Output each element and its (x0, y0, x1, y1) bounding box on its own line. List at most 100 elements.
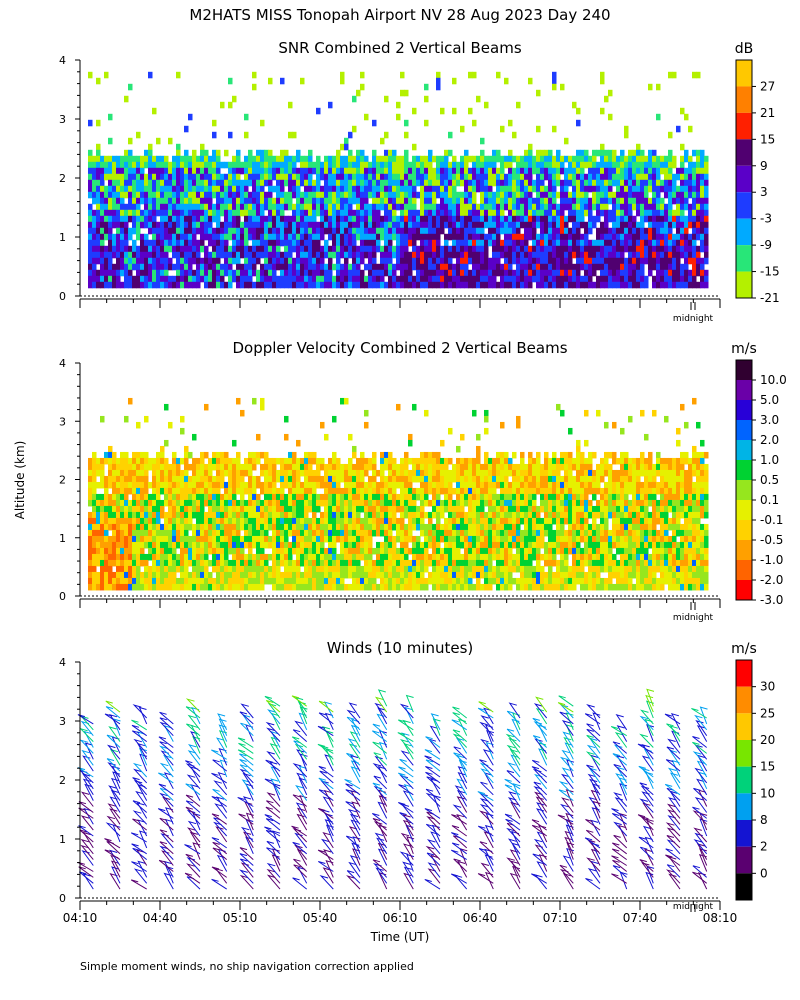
heatmap-cell (692, 221, 697, 229)
heatmap-cell (316, 185, 321, 193)
heatmap-cell (612, 263, 617, 271)
heatmap-cell (212, 203, 217, 211)
heatmap-cell (180, 269, 185, 277)
heatmap-cell (520, 239, 525, 247)
heatmap-cell (204, 251, 209, 259)
heatmap-cell (172, 215, 177, 223)
heatmap-cell (240, 553, 245, 561)
heatmap-cell (628, 209, 633, 217)
heatmap-cell (648, 269, 653, 277)
heatmap-cell (368, 281, 373, 289)
heatmap-cell (216, 257, 221, 265)
heatmap-cell (688, 209, 693, 217)
heatmap-cell (340, 499, 345, 507)
heatmap-cell (488, 173, 493, 181)
heatmap-cell (328, 547, 333, 555)
heatmap-cell (584, 257, 589, 265)
heatmap-cell (272, 523, 277, 531)
heatmap-cell (360, 149, 365, 157)
heatmap-cell (388, 269, 393, 277)
heatmap-cell (344, 559, 349, 567)
heatmap-cell (324, 505, 329, 513)
heatmap-cell (244, 161, 249, 169)
heatmap-cell (328, 101, 333, 109)
heatmap-cell (320, 245, 325, 253)
heatmap-cell (284, 257, 289, 265)
heatmap-cell (596, 251, 601, 259)
heatmap-cell (352, 185, 357, 193)
heatmap-cell (316, 505, 321, 513)
heatmap-cell (216, 209, 221, 217)
heatmap-cell (132, 161, 137, 169)
heatmap-cell (640, 239, 645, 247)
heatmap-cell (364, 167, 369, 175)
heatmap-cell (308, 281, 313, 289)
heatmap-cell (196, 583, 201, 591)
heatmap-cell (276, 583, 281, 591)
heatmap-cell (440, 173, 445, 181)
heatmap-cell (556, 275, 561, 283)
heatmap-cell (500, 251, 505, 259)
heatmap-cell (180, 529, 185, 537)
heatmap-cell (688, 125, 693, 133)
heatmap-cell (288, 487, 293, 495)
heatmap-cell (500, 179, 505, 187)
heatmap-cell (464, 257, 469, 265)
heatmap-cell (200, 257, 205, 265)
heatmap-cell (288, 185, 293, 193)
heatmap-cell (684, 239, 689, 247)
heatmap-cell (604, 203, 609, 211)
heatmap-cell (296, 553, 301, 561)
heatmap-cell (392, 191, 397, 199)
heatmap-cell (152, 257, 157, 265)
heatmap-cell (192, 221, 197, 229)
heatmap-cell (176, 233, 181, 241)
heatmap-cell (252, 487, 257, 495)
heatmap-cell (352, 517, 357, 525)
heatmap-cell (696, 221, 701, 229)
heatmap-cell (180, 493, 185, 501)
heatmap-cell (304, 269, 309, 277)
heatmap-cell (364, 209, 369, 217)
heatmap-cell (416, 161, 421, 169)
heatmap-cell (184, 517, 189, 525)
heatmap-cell (176, 71, 181, 79)
heatmap-cell (348, 469, 353, 477)
heatmap-cell (380, 203, 385, 211)
heatmap-cell (480, 221, 485, 229)
heatmap-cell (280, 577, 285, 585)
heatmap-cell (136, 571, 141, 579)
heatmap-cell (124, 499, 129, 507)
heatmap-cell (280, 517, 285, 525)
heatmap-cell (696, 257, 701, 265)
heatmap-cell (104, 269, 109, 277)
heatmap-cell (344, 529, 349, 537)
heatmap-cell (600, 197, 605, 205)
heatmap-cell (88, 161, 93, 169)
heatmap-cell (300, 179, 305, 187)
heatmap-cell (228, 493, 233, 501)
heatmap-cell (132, 529, 137, 537)
heatmap-cell (120, 245, 125, 253)
heatmap-cell (632, 239, 637, 247)
heatmap-cell (528, 221, 533, 229)
heatmap-cell (184, 553, 189, 561)
heatmap-cell (336, 281, 341, 289)
heatmap-cell (336, 191, 341, 199)
heatmap-cell (184, 481, 189, 489)
heatmap-cell (520, 185, 525, 193)
heatmap-cell (332, 565, 337, 573)
heatmap-cell (372, 209, 377, 217)
heatmap-cell (544, 209, 549, 217)
heatmap-cell (556, 167, 561, 175)
heatmap-cell (212, 119, 217, 127)
heatmap-cell (476, 95, 481, 103)
heatmap-cell (572, 191, 577, 199)
heatmap-cell (312, 209, 317, 217)
heatmap-cell (472, 281, 477, 289)
heatmap-cell (244, 185, 249, 193)
heatmap-cell (92, 179, 97, 187)
heatmap-cell (664, 281, 669, 289)
heatmap-cell (108, 215, 113, 223)
heatmap-cell (536, 221, 541, 229)
